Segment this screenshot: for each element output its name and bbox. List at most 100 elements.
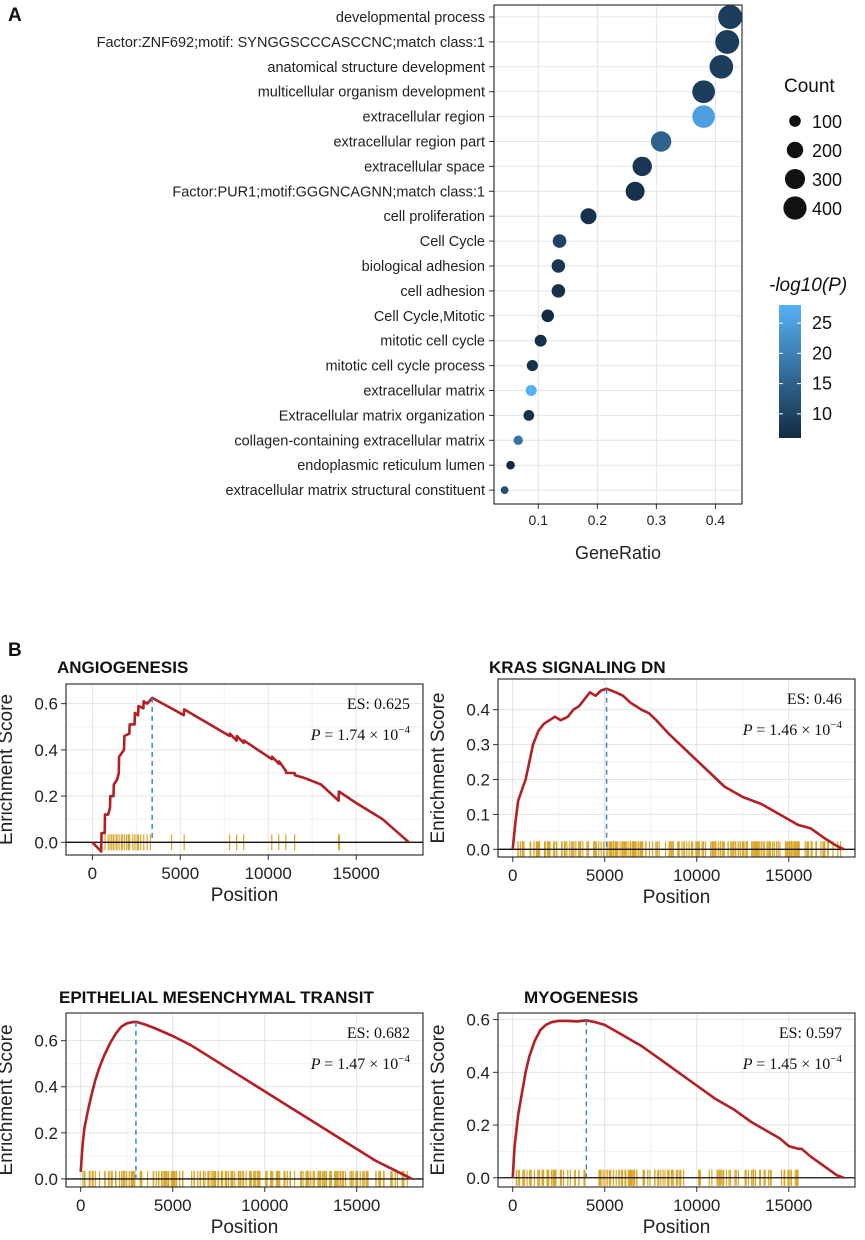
size-legend-title: Count (784, 76, 835, 97)
x-axis-title: Position (211, 885, 279, 906)
y-tick-label: 0.0 (34, 833, 58, 852)
plot-area (498, 1013, 855, 1187)
p-exponent: −4 (830, 719, 842, 731)
category-label: Factor:ZNF692;motif: SYNGGSCCCASCCNC;mat… (97, 35, 485, 51)
x-tick-label: 10000 (245, 864, 292, 883)
data-point (513, 435, 523, 446)
plot-border (65, 1012, 424, 1188)
size-legend-dot (789, 115, 801, 127)
x-tick-label: 10000 (241, 1196, 288, 1215)
category-label: anatomical structure development (267, 60, 485, 76)
es-label: ES: 0.682 (347, 1025, 410, 1042)
data-point (526, 360, 538, 372)
y-tick-label: 0.6 (466, 1011, 490, 1030)
category-label: cell adhesion (400, 284, 485, 300)
dot-plot-panel: 0.1 0.2 0.3 0.4 developmental process Factor:… (97, 4, 847, 563)
category-label: Cell Cycle,Mitotic (374, 309, 485, 325)
category-label: extracellular region (362, 110, 485, 126)
category-label: Cell Cycle (420, 234, 485, 250)
y-tick-label: 0.0 (466, 1169, 490, 1188)
y-tick-label: 0.2 (34, 787, 58, 806)
plot-title: MYOGENESIS (524, 988, 638, 1007)
data-point (625, 181, 645, 201)
x-tick-label: 0 (76, 1196, 85, 1215)
size-legend-label: 400 (812, 199, 842, 219)
x-tick-label: 0 (88, 864, 97, 883)
y-axis-title: Enrichment Score (0, 694, 17, 845)
y-tick-label: 0.6 (34, 1032, 58, 1051)
category-label: Extracellular matrix organization (279, 408, 485, 424)
data-point (506, 460, 515, 470)
x-tick-label: 15000 (765, 866, 812, 885)
x-tick-label: 0.4 (706, 512, 726, 528)
enrichment-score-line (511, 1019, 845, 1180)
p-value-label: P = 1.47 × 10−4 (310, 1053, 411, 1073)
color-bar (779, 305, 801, 438)
p-value: = 1.47 × 10 (324, 1056, 398, 1073)
color-legend-label: 20 (812, 343, 832, 363)
y-tick-label: 0.4 (466, 701, 490, 720)
gsea-epithelial-mesenchymal: EPITHELIAL MESENCHYMAL TRANSIT 0 5000 10000… (0, 988, 424, 1238)
plot-border (497, 678, 856, 858)
gsea-angiogenesis: ANGIOGENESIS 0 5000 10000 15000 0.0 0.2 0.4 0.6 E… (0, 658, 424, 906)
y-tick-label: 0.0 (466, 840, 490, 859)
y-tick-label: 0.2 (34, 1124, 58, 1143)
p-exponent: −4 (398, 1053, 410, 1065)
x-tick-label: 5000 (586, 866, 624, 885)
data-point (580, 208, 597, 225)
data-point (632, 156, 652, 177)
x-axis-title: Position (643, 1217, 711, 1238)
x-tick-label: 5000 (586, 1196, 624, 1215)
y-tick-label: 0.4 (34, 741, 58, 760)
data-point (650, 131, 672, 152)
x-axis-title: Position (643, 887, 711, 908)
size-legend-dot (783, 196, 807, 220)
y-tick-label: 0.6 (34, 695, 58, 714)
y-tick-label: 0.2 (466, 1116, 490, 1135)
p-symbol: P (310, 1056, 324, 1073)
category-label: extracellular matrix (363, 384, 485, 400)
x-tick-label: 10000 (673, 1196, 720, 1215)
plot-area (66, 1013, 423, 1187)
plot-area (494, 5, 742, 504)
gsea-kras-signaling-dn: KRAS SIGNALING DN 0 5000 10000 15000 0.0 0.1 0.… (428, 658, 856, 908)
category-label: extracellular space (364, 159, 485, 175)
p-value-label: P = 1.74 × 10−4 (310, 724, 411, 744)
plot-border (65, 683, 424, 856)
p-symbol: P (742, 1056, 756, 1073)
category-label: Factor:PUR1;motif:GGGNCAGNN;match class:… (172, 184, 485, 200)
p-exponent: −4 (398, 724, 410, 736)
panel-label-b: B (8, 640, 22, 661)
category-label: biological adhesion (362, 259, 485, 275)
plot-area (66, 684, 423, 855)
category-label: multicellular organism development (258, 85, 485, 101)
y-axis-title: Enrichment Score (0, 1024, 17, 1175)
panel-label-a: A (8, 5, 22, 26)
category-label: endoplasmic reticulum lumen (297, 458, 485, 474)
gsea-myogenesis: MYOGENESIS 0 5000 10000 15000 0.0 0.2 0.4 0.6 ES:… (428, 988, 856, 1238)
size-legend-dot (784, 168, 806, 190)
p-value-label: P = 1.46 × 10−4 (742, 719, 843, 739)
size-legend-label: 200 (812, 141, 842, 161)
data-point (525, 384, 537, 397)
y-tick-label: 0.4 (34, 1078, 58, 1097)
y-axis-title: Enrichment Score (428, 1024, 449, 1175)
data-point (715, 29, 740, 54)
p-exponent: −4 (830, 1053, 842, 1065)
data-point (523, 410, 535, 421)
x-tick-label: 15000 (333, 864, 380, 883)
p-value: = 1.46 × 10 (756, 722, 830, 739)
p-value-label: P = 1.45 × 10−4 (742, 1053, 843, 1073)
x-tick-label: 0.3 (647, 512, 667, 528)
plot-border (493, 4, 743, 505)
category-label: cell proliferation (383, 209, 485, 225)
size-legend-label: 300 (812, 170, 842, 190)
plot-title: EPITHELIAL MESENCHYMAL TRANSIT (59, 988, 374, 1007)
p-symbol: P (742, 722, 756, 739)
category-label: developmental process (336, 10, 485, 26)
data-point (551, 259, 566, 273)
plot-area (498, 679, 855, 857)
x-tick-label: 0.1 (529, 512, 549, 528)
data-point (541, 309, 555, 323)
